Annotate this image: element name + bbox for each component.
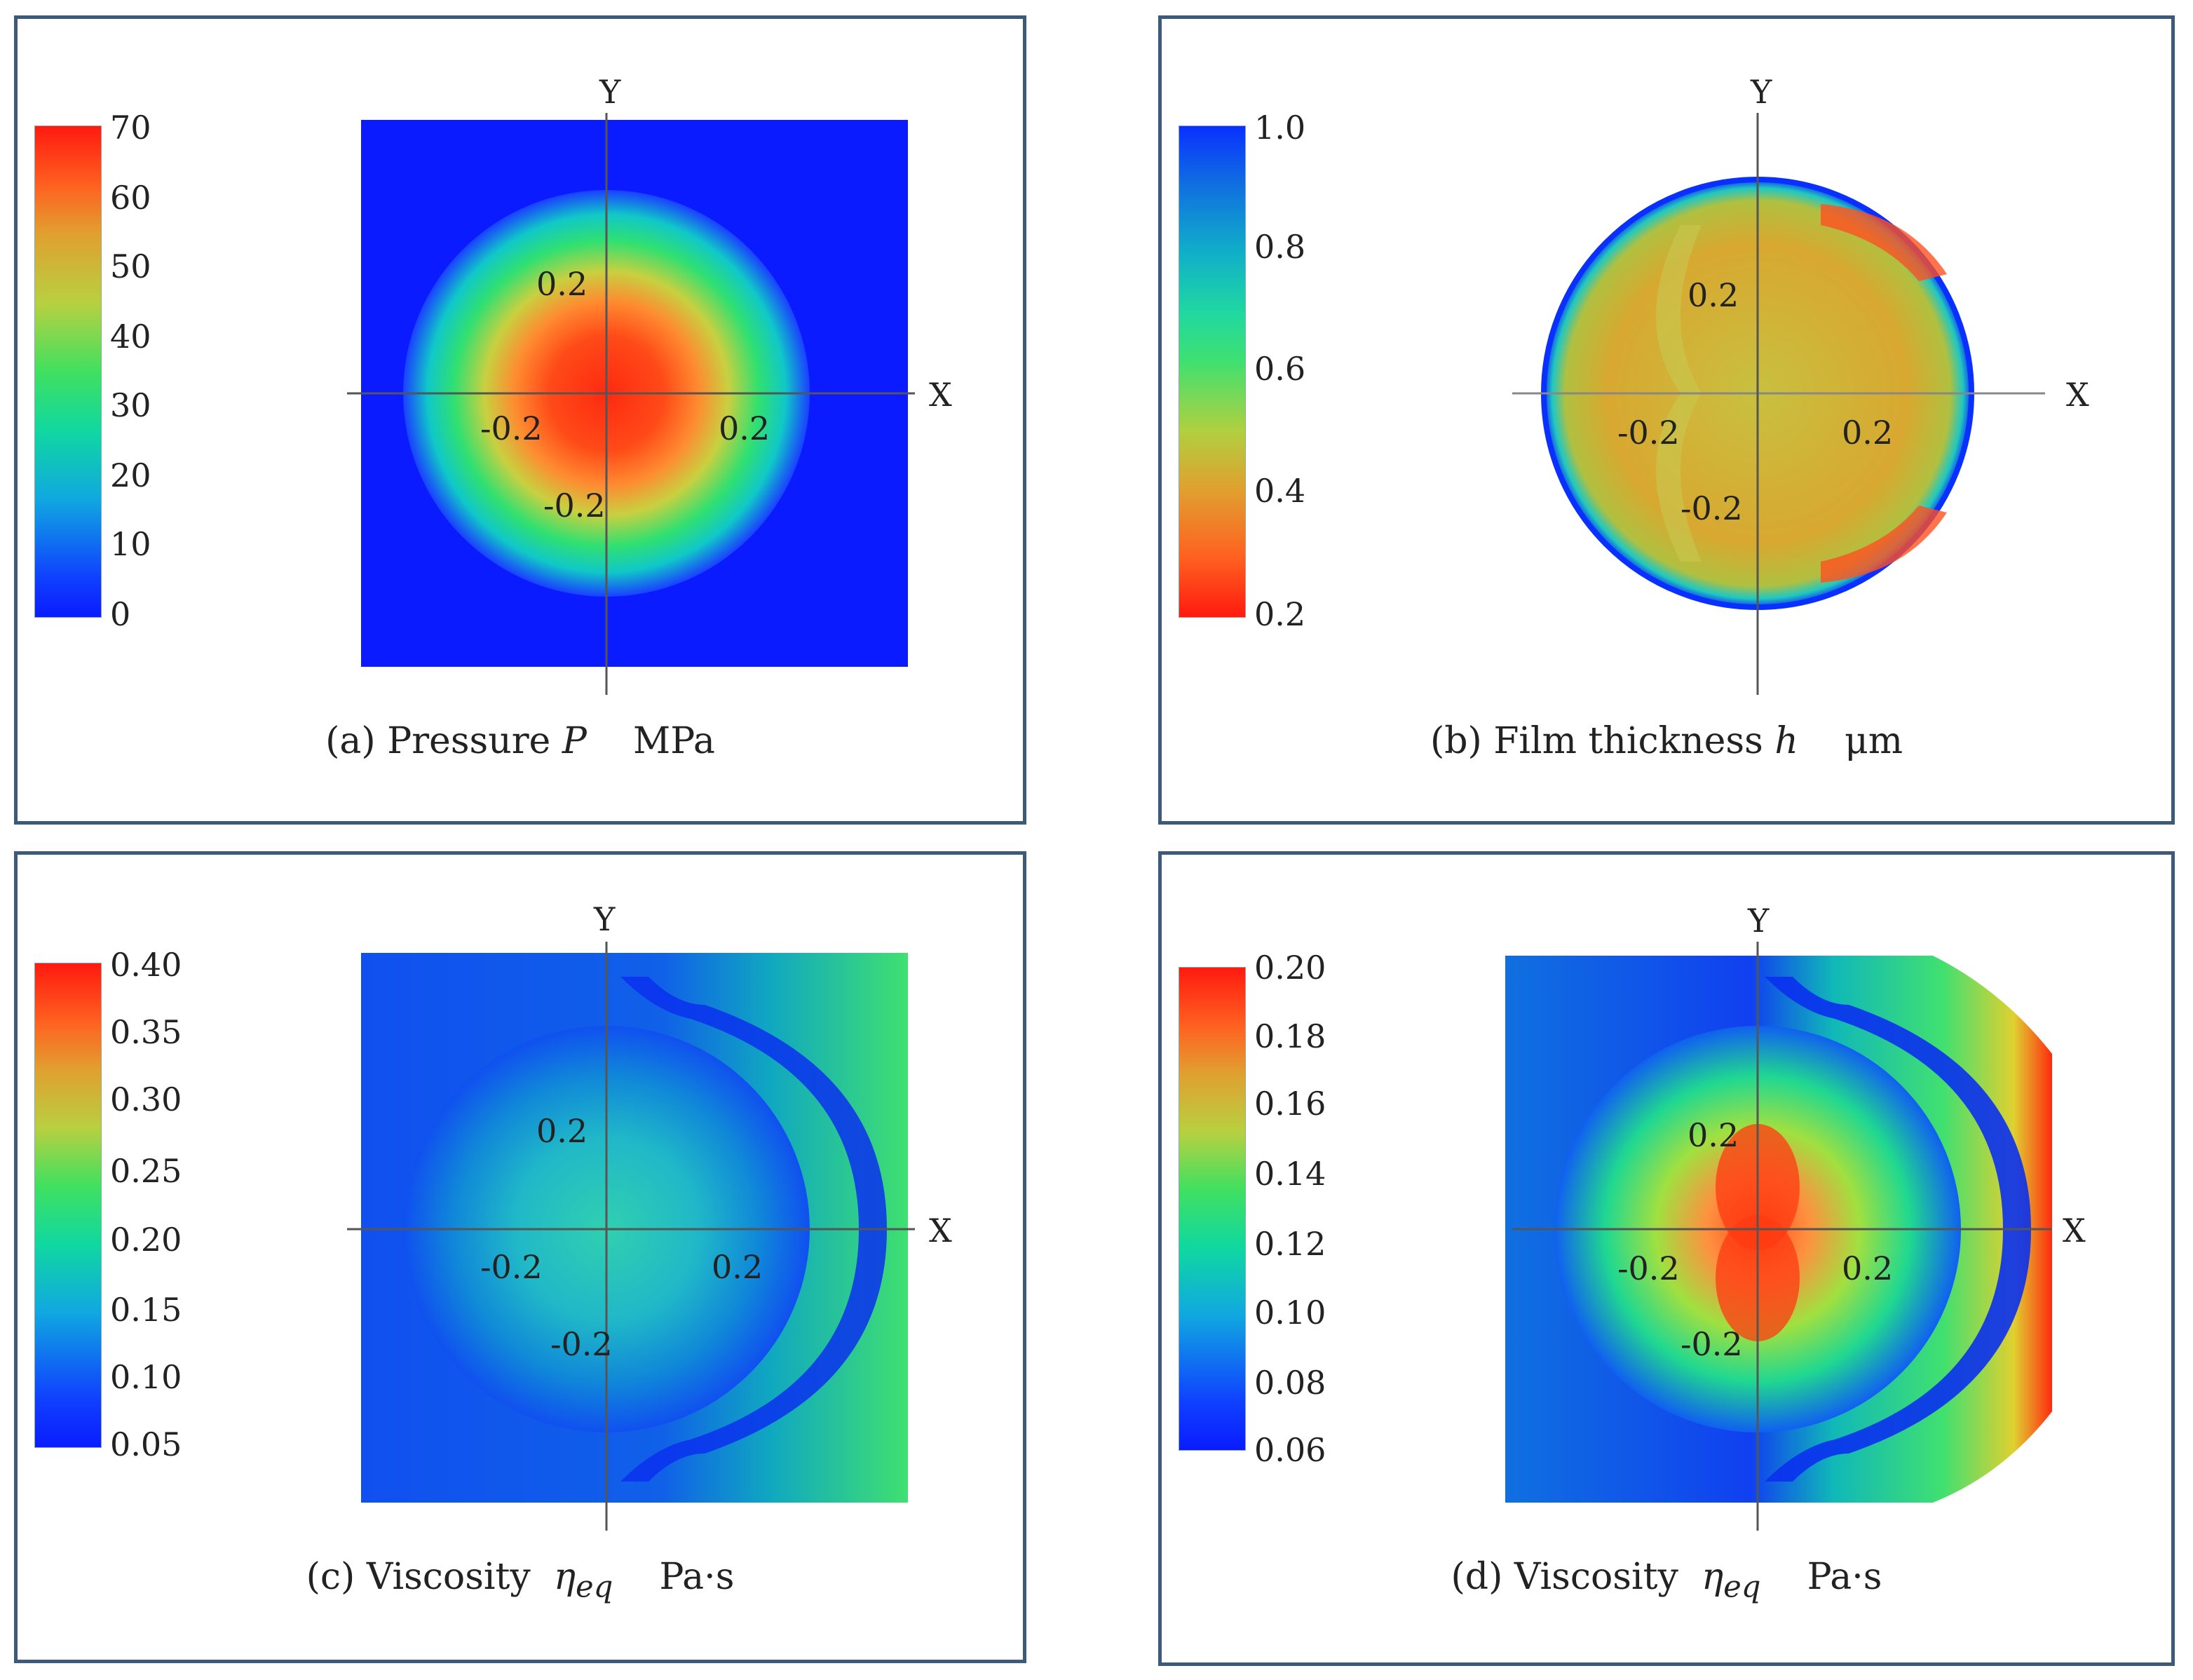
- colorbar-tick: 20: [110, 456, 151, 494]
- y-axis-label: Y: [593, 900, 616, 938]
- colorbar-viscosity-d: [1179, 967, 1246, 1451]
- colorbar-film-thickness: [1179, 126, 1246, 618]
- colorbar-tick: 50: [110, 248, 151, 285]
- film-thickness-min-band-top: [1821, 204, 1947, 281]
- colorbar-viscosity-c: [34, 963, 102, 1448]
- tick-y-neg: -0.2: [543, 487, 606, 524]
- colorbar-tick: 0.4: [1254, 472, 1306, 510]
- tick-x-pos: 0.2: [719, 409, 770, 447]
- colorbar-tick: 0.08: [1254, 1364, 1326, 1402]
- colorbar-tick: 0.25: [110, 1152, 182, 1190]
- caption-viscosity-d: (d) Viscosity ηeq Pa·s: [1162, 1556, 2171, 1604]
- tick-y-neg: -0.2: [1681, 1325, 1743, 1363]
- x-axis-label: X: [2063, 1212, 2086, 1249]
- tick-y-pos: 0.2: [536, 1112, 588, 1150]
- tick-x-neg: -0.2: [1617, 414, 1680, 452]
- colorbar-tick: 0.20: [1254, 949, 1326, 987]
- caption-symbol: η: [553, 1556, 576, 1598]
- colorbar-tick: 0.18: [1254, 1017, 1326, 1055]
- caption-pressure: (a) Pressure P MPa: [18, 720, 1023, 762]
- caption-unit: Pa·s: [1807, 1556, 1882, 1598]
- caption-subscript: eq: [576, 1569, 613, 1605]
- colorbar-tick: 0.05: [110, 1425, 182, 1463]
- colorbar-tick: 30: [110, 386, 151, 424]
- colorbar-tick: 0.40: [110, 946, 182, 984]
- caption-text: (b) Film thickness: [1430, 720, 1763, 762]
- colorbar-tick: 0: [110, 595, 131, 633]
- caption-symbol: P: [562, 720, 587, 762]
- x-axis-label: X: [929, 1212, 952, 1249]
- film-thickness-contour-plot: Y X 0.2 -0.2 0.2 -0.2: [1470, 43, 2101, 716]
- pressure-contour-plot: Y X 0.2 -0.2 0.2 -0.2: [326, 43, 957, 716]
- colorbar-tick: 0.6: [1254, 350, 1306, 388]
- tick-y-pos: 0.2: [536, 265, 588, 303]
- colorbar-tick: 60: [110, 179, 151, 217]
- viscosity-c-low-band: [620, 977, 887, 1482]
- caption-unit: μm: [1844, 720, 1903, 762]
- panel-viscosity-c: 0.40 0.35 0.30 0.25 0.20 0.15 0.10 0.05 …: [14, 851, 1026, 1663]
- caption-unit: MPa: [632, 720, 715, 762]
- viscosity-d-contour-plot: Y X 0.2 -0.2 0.2 -0.2: [1470, 879, 2101, 1552]
- tick-y-pos: 0.2: [1688, 1116, 1739, 1154]
- tick-x-pos: 0.2: [712, 1248, 763, 1286]
- colorbar-tick: 70: [110, 109, 151, 147]
- colorbar-tick: 0.12: [1254, 1225, 1326, 1263]
- caption-symbol: h: [1774, 720, 1798, 762]
- colorbar-tick: 0.20: [110, 1221, 182, 1259]
- colorbar-tick: 0.16: [1254, 1085, 1326, 1123]
- colorbar-tick: 1.0: [1254, 109, 1306, 147]
- caption-text: (a) Pressure: [325, 720, 551, 762]
- tick-x-neg: -0.2: [1617, 1249, 1680, 1287]
- colorbar-tick: 0.06: [1254, 1431, 1326, 1469]
- caption-text: (d) Viscosity: [1451, 1556, 1678, 1598]
- caption-unit: Pa·s: [659, 1556, 735, 1598]
- caption-symbol: η: [1701, 1556, 1724, 1598]
- caption-film-thickness: (b) Film thickness h μm: [1162, 720, 2171, 762]
- colorbar-tick: 0.10: [1254, 1294, 1326, 1332]
- y-axis-label: Y: [1750, 73, 1772, 111]
- colorbar-tick: 0.15: [110, 1291, 182, 1329]
- film-thickness-min-band-bottom: [1821, 506, 1947, 583]
- panel-film-thickness: 1.0 0.8 0.6 0.4 0.2 Y X 0.2 -0.2 0.2 -0.…: [1158, 15, 2175, 825]
- viscosity-d-low-band: [1765, 977, 2031, 1482]
- y-axis-label: Y: [599, 73, 621, 111]
- colorbar-tick: 10: [110, 525, 151, 563]
- caption-viscosity-c: (c) Viscosity ηeq Pa·s: [18, 1556, 1023, 1604]
- tick-x-neg: -0.2: [480, 1248, 543, 1286]
- caption-text: (c) Viscosity: [306, 1556, 531, 1598]
- tick-x-pos: 0.2: [1842, 1249, 1893, 1287]
- tick-x-pos: 0.2: [1842, 414, 1893, 452]
- tick-y-neg: -0.2: [1681, 489, 1743, 527]
- colorbar-pressure: [34, 126, 102, 618]
- panel-viscosity-d: 0.20 0.18 0.16 0.14 0.12 0.10 0.08 0.06 …: [1158, 851, 2175, 1666]
- colorbar-tick: 0.10: [110, 1358, 182, 1396]
- colorbar-tick: 40: [110, 318, 151, 355]
- colorbar-tick: 0.30: [110, 1081, 182, 1118]
- colorbar-tick: 0.35: [110, 1013, 182, 1051]
- colorbar-tick: 0.2: [1254, 595, 1306, 633]
- x-axis-label: X: [2066, 376, 2089, 414]
- tick-y-neg: -0.2: [550, 1325, 613, 1363]
- caption-subscript: eq: [1723, 1569, 1761, 1605]
- viscosity-c-contour-plot: Y X 0.2 -0.2 0.2 -0.2: [326, 879, 957, 1552]
- tick-y-pos: 0.2: [1688, 276, 1739, 314]
- tick-x-neg: -0.2: [480, 409, 543, 447]
- y-axis-label: Y: [1747, 902, 1770, 940]
- film-thickness-side-lobe: [1656, 225, 1702, 562]
- colorbar-tick: 0.14: [1254, 1155, 1326, 1193]
- panel-pressure: 70 60 50 40 30 20 10 0 Y X 0.2 -0.2 0.2 …: [14, 15, 1026, 825]
- colorbar-tick: 0.8: [1254, 228, 1306, 266]
- x-axis-label: X: [929, 376, 952, 414]
